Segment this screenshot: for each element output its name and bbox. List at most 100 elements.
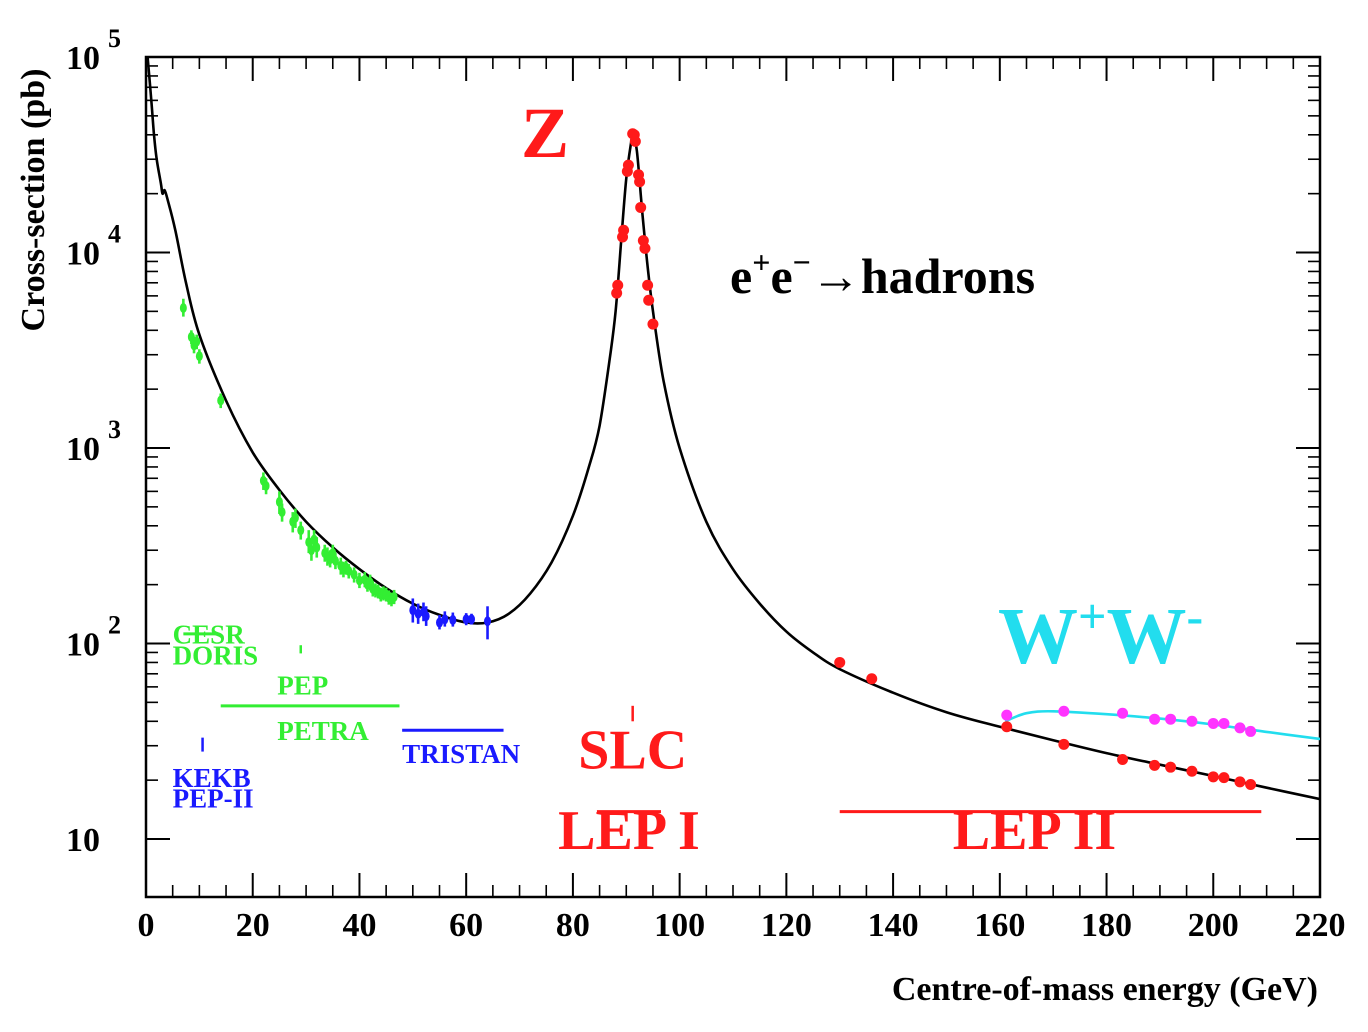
data-point	[291, 512, 299, 523]
data-point	[1186, 765, 1198, 777]
data-point	[390, 591, 398, 602]
y-tick-label: 105	[66, 24, 121, 77]
data-point	[629, 135, 641, 147]
data-point	[297, 525, 305, 536]
x-tick-label: 160	[974, 907, 1025, 944]
data-point	[409, 605, 417, 616]
data-point	[462, 614, 470, 625]
experiment-label: PETRA	[277, 716, 369, 746]
y-axis-label: Cross-section (pb)	[15, 69, 52, 332]
data-point	[414, 608, 422, 619]
data-point	[635, 201, 647, 213]
ww-w1: W	[998, 593, 1078, 681]
experiment-lep-ii: LEP II	[839, 800, 1262, 862]
data-point	[1001, 709, 1013, 721]
data-series	[179, 298, 398, 607]
data-point	[468, 614, 476, 625]
ww-sup2: -	[1187, 588, 1204, 644]
process-sup1: +	[752, 244, 770, 280]
experiment-label: LEP I	[558, 800, 700, 862]
data-point	[1218, 717, 1230, 729]
data-point	[866, 673, 878, 685]
x-tick-labels: 0 20 40 60 80 100 120 140 160 180 200 220	[138, 907, 1346, 944]
data-point	[1149, 759, 1161, 771]
data-point	[350, 569, 358, 580]
data-point	[622, 159, 634, 171]
process-e2: e	[770, 248, 792, 304]
data-point	[1218, 772, 1230, 784]
axis-ticks	[145, 56, 1321, 897]
ww-w2: W	[1107, 593, 1187, 681]
x-tick-label: 40	[342, 907, 376, 944]
plot-frame	[144, 55, 1322, 899]
data-point	[834, 656, 846, 668]
data-point	[1117, 707, 1129, 719]
y-tick-label: 104	[66, 220, 121, 273]
experiment-label: CESR	[173, 620, 246, 650]
data-point	[634, 176, 646, 188]
data-point	[449, 614, 457, 625]
x-axis-label: Centre-of-mass energy (GeV)	[892, 971, 1318, 1008]
experiment-doris: DORIS	[173, 641, 259, 671]
data-point	[1245, 779, 1257, 791]
experiment-label: DORIS	[173, 641, 259, 671]
data-point	[262, 480, 270, 491]
y-tick-label: 10	[66, 822, 100, 859]
y-tick-label: 103	[66, 415, 121, 468]
y-tick-label: 102	[66, 611, 121, 664]
experiment-pep: PEP	[277, 645, 328, 700]
data-point	[193, 336, 201, 347]
data-point	[1149, 713, 1161, 725]
data-point	[441, 614, 449, 625]
experiment-lep-i: LEP I	[558, 800, 700, 862]
ww-label: W+W-	[998, 588, 1203, 681]
experiment-tristan: TRISTAN	[402, 728, 521, 769]
data-point	[1117, 754, 1129, 766]
data-point	[484, 616, 492, 627]
experiment-cesr: CESR	[173, 620, 246, 650]
x-tick-label: 80	[556, 907, 590, 944]
data-point	[436, 617, 443, 628]
data-point	[355, 575, 363, 586]
data-point	[1234, 776, 1246, 788]
data-point	[1165, 761, 1177, 773]
data-point	[1186, 715, 1198, 727]
process-label: e+e−→hadrons	[730, 244, 1035, 304]
data-point	[1245, 725, 1257, 737]
data-point	[1234, 722, 1246, 734]
z-peak-label: Z	[521, 93, 569, 173]
data-points	[179, 128, 1257, 791]
x-tick-label: 180	[1081, 907, 1132, 944]
ww-sup1: +	[1078, 588, 1107, 644]
data-point	[1001, 721, 1013, 733]
process-arrow: →	[811, 248, 861, 304]
experiment-label: KEKB	[173, 763, 251, 793]
data-series	[1001, 705, 1257, 737]
data-point	[179, 303, 187, 314]
data-point	[195, 351, 203, 362]
data-point	[331, 555, 339, 566]
process-rest: hadrons	[861, 248, 1035, 304]
hadrons-theory-curve	[146, 57, 1320, 801]
experiment-label: LEP II	[953, 800, 1116, 862]
data-point	[639, 242, 651, 254]
data-point	[642, 279, 654, 291]
x-tick-label: 140	[868, 907, 919, 944]
x-tick-label: 100	[654, 907, 705, 944]
data-point	[1058, 705, 1070, 717]
curves	[146, 57, 1320, 801]
experiment-slc: SLC	[578, 705, 687, 781]
data-point	[422, 611, 430, 622]
experiment-label: SLC	[578, 719, 687, 781]
data-point	[217, 395, 225, 406]
experiment-label: TRISTAN	[402, 739, 521, 769]
data-point	[313, 542, 321, 553]
data-point	[618, 224, 630, 236]
data-series	[409, 598, 492, 640]
x-tick-label: 60	[449, 907, 483, 944]
x-tick-label: 0	[138, 907, 155, 944]
data-point	[643, 294, 655, 306]
process-sup2: −	[793, 244, 811, 280]
